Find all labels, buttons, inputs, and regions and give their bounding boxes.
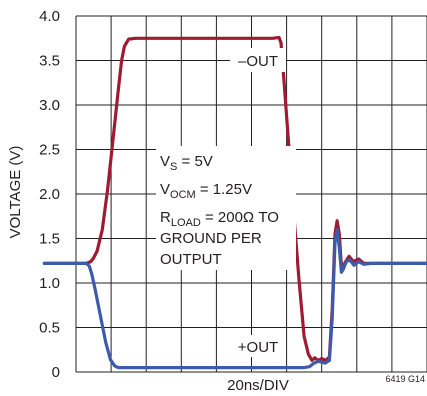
plus-out-label-bg [230,335,286,357]
plus-out-label: +OUT [238,339,278,356]
conditions-bg [156,146,296,270]
figure-id: 6419 G14 [385,374,425,384]
series-group [42,35,427,370]
condition-output: OUTPUT [160,251,222,268]
y-tick-label: 4.0 [39,8,60,25]
condition-vs: VS = 5V [160,153,213,173]
y-tick-labels: 0 0.5 1.0 1.5 2.0 2.5 3.0 3.5 4.0 [39,8,60,381]
y-tick-label: 3.0 [39,97,60,114]
condition-vocm: VOCM = 1.25V [160,181,252,201]
y-tick-label: 1.5 [39,231,60,248]
test-conditions: VS = 5V VOCM = 1.25V RLOAD = 200Ω TO GRO… [160,153,279,268]
y-tick-label: 3.5 [39,53,60,70]
y-tick-label: 1.0 [39,275,60,292]
minus-out-label-bg [230,48,286,72]
condition-rload: RLOAD = 200Ω TO [160,209,279,229]
y-axis-label: VOLTAGE (V) [7,146,24,239]
condition-ground: GROUND PER [160,230,262,247]
minus-out-label: –OUT [238,53,278,70]
series-plus-out-line [42,228,427,370]
y-tick-label: 0.5 [39,320,60,337]
y-tick-label: 2.0 [39,186,60,203]
x-axis-label: 20ns/DIV [227,377,289,394]
y-tick-label: 0 [52,364,60,381]
y-tick-label: 2.5 [39,142,60,159]
